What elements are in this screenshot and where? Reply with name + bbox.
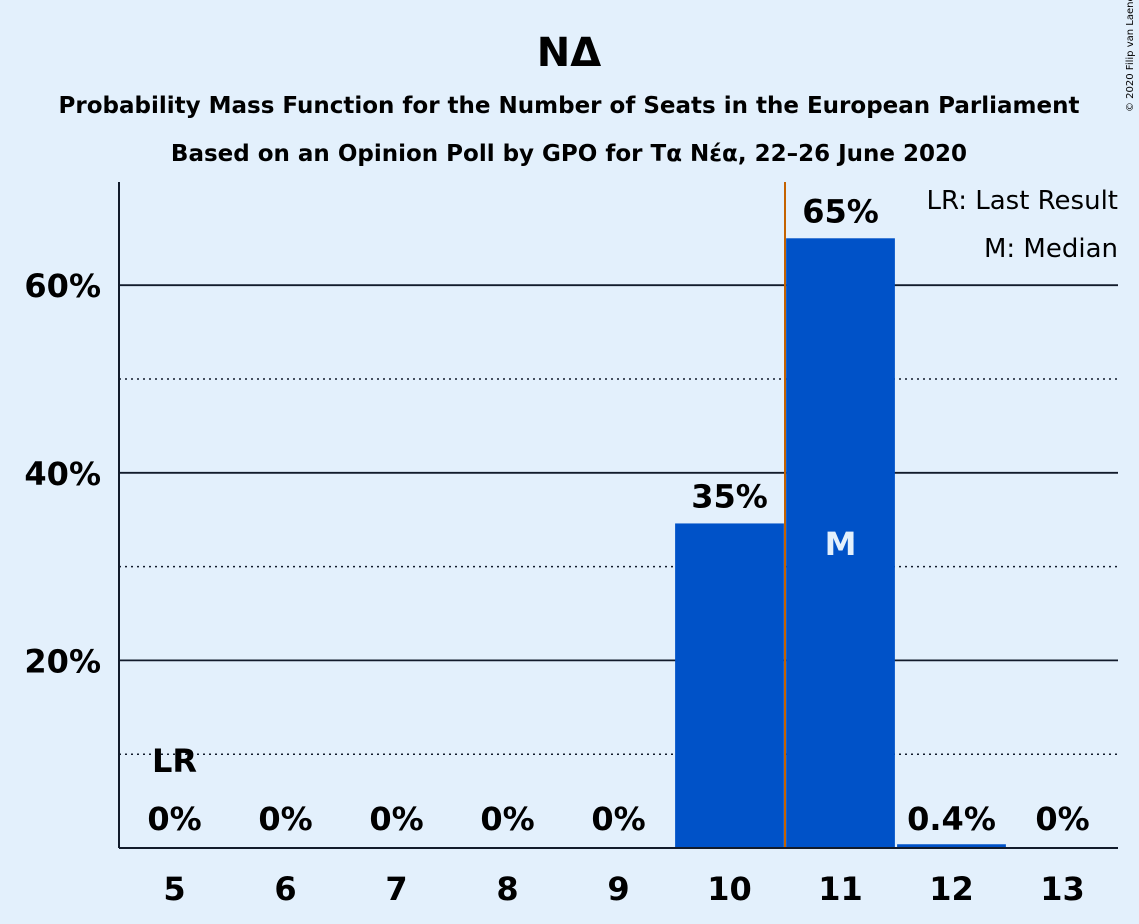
bar-seats-12	[897, 844, 1006, 848]
data-label: 0.4%	[907, 800, 996, 838]
data-label: 0%	[369, 800, 423, 838]
x-tick-label: 7	[385, 870, 407, 908]
y-tick-label: 20%	[24, 642, 101, 680]
chart-title: ΝΔ	[537, 30, 601, 76]
y-tick-label: 60%	[24, 267, 101, 305]
data-label: 0%	[591, 800, 645, 838]
x-tick-label: 6	[274, 870, 296, 908]
data-label: 0%	[480, 800, 534, 838]
data-label: 65%	[802, 192, 879, 230]
copyright-text: © 2020 Filip van Laenen	[1125, 0, 1136, 112]
x-tick-label: 12	[929, 870, 974, 908]
x-tick-label: 13	[1040, 870, 1085, 908]
x-tick-label: 9	[607, 870, 629, 908]
axes	[118, 182, 1118, 849]
x-tick-label: 11	[818, 870, 863, 908]
chart-subtitle-2: Based on an Opinion Poll by GPO for Τα Ν…	[171, 141, 967, 167]
median-marker: M	[825, 525, 857, 563]
x-tick-label: 5	[163, 870, 185, 908]
data-label: 0%	[147, 800, 201, 838]
last-result-marker: LR	[152, 742, 197, 780]
data-label: 0%	[258, 800, 312, 838]
bars	[675, 182, 1006, 849]
bar-seats-10	[675, 523, 784, 848]
legend-last-result: LR: Last Result	[926, 186, 1118, 216]
y-tick-label: 40%	[24, 455, 101, 493]
labels: 20% 40% 60% 5 6 7 8 9 10 11 12 13 0% 0% 0% 0% 0% 35% 65% 0.…	[24, 192, 1089, 908]
data-label: 0%	[1035, 800, 1089, 838]
chart-subtitle-1: Probability Mass Function for the Number…	[59, 93, 1080, 119]
gridlines	[119, 284, 1118, 755]
legend-median: M: Median	[984, 234, 1118, 264]
x-tick-label: 10	[707, 870, 752, 908]
bar-seats-11	[786, 238, 895, 849]
data-label: 35%	[691, 477, 768, 515]
x-tick-label: 8	[496, 870, 518, 908]
